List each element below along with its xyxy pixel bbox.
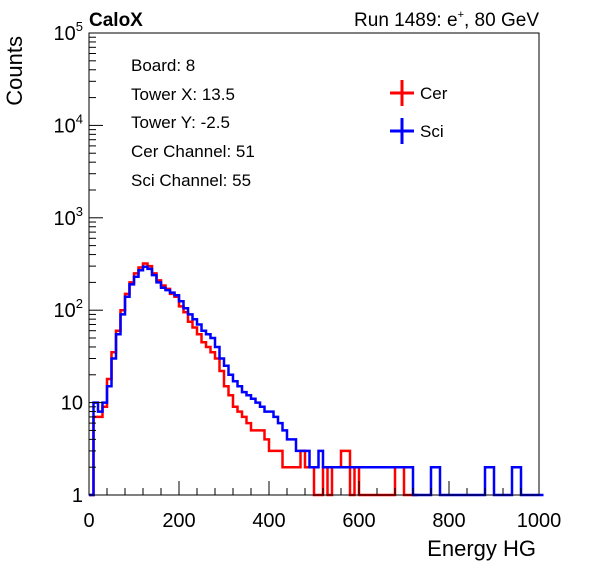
header-charge-sup: + <box>458 9 464 21</box>
plot-frame <box>88 32 540 496</box>
y-tick-label: 104 <box>54 111 83 137</box>
y-tick-label: 1 <box>72 485 83 507</box>
y-tick-label: 102 <box>54 296 83 322</box>
y-axis-label: Counts <box>2 36 27 106</box>
info-line-tower-x: Tower X: 13.5 <box>131 85 235 104</box>
info-line-cer-channel: Cer Channel: 51 <box>131 142 255 161</box>
info-box: Board: 8 Tower X: 13.5 Tower Y: -2.5 Cer… <box>131 56 255 190</box>
x-tick-label: 1000 <box>517 510 562 532</box>
legend-marker-sci <box>390 118 414 144</box>
x-tick-label: 600 <box>342 510 375 532</box>
header-right-label: Run 1489: e+, 80 GeV <box>354 9 539 31</box>
y-tick-label: 10 <box>61 393 83 415</box>
series-line-sci <box>89 265 544 497</box>
legend-label-sci: Sci <box>420 122 444 141</box>
x-tick-label: 400 <box>252 510 285 532</box>
header-run-text: Run 1489: e <box>354 10 458 31</box>
info-line-sci-channel: Sci Channel: 55 <box>131 171 251 190</box>
legend: Cer Sci <box>390 80 448 144</box>
y-tick-label: 105 <box>54 19 83 45</box>
y-tick-label: 103 <box>54 204 83 230</box>
x-ticks: 0 200 400 600 800 1000 <box>83 481 561 532</box>
header-left-label: CaloX <box>89 10 143 31</box>
series-line-cer <box>89 262 418 497</box>
legend-marker-cer <box>390 80 414 106</box>
info-line-tower-y: Tower Y: -2.5 <box>131 113 230 132</box>
legend-label-cer: Cer <box>420 84 448 103</box>
x-axis-label: Energy HG <box>427 536 536 561</box>
info-line-board: Board: 8 <box>131 56 195 75</box>
x-tick-label: 800 <box>432 510 465 532</box>
x-tick-label: 0 <box>83 510 94 532</box>
x-tick-label: 200 <box>162 510 195 532</box>
header-energy-text: , 80 GeV <box>464 10 539 31</box>
y-ticks: 1 10 102 103 104 105 <box>54 19 103 507</box>
plot-series <box>89 262 544 497</box>
